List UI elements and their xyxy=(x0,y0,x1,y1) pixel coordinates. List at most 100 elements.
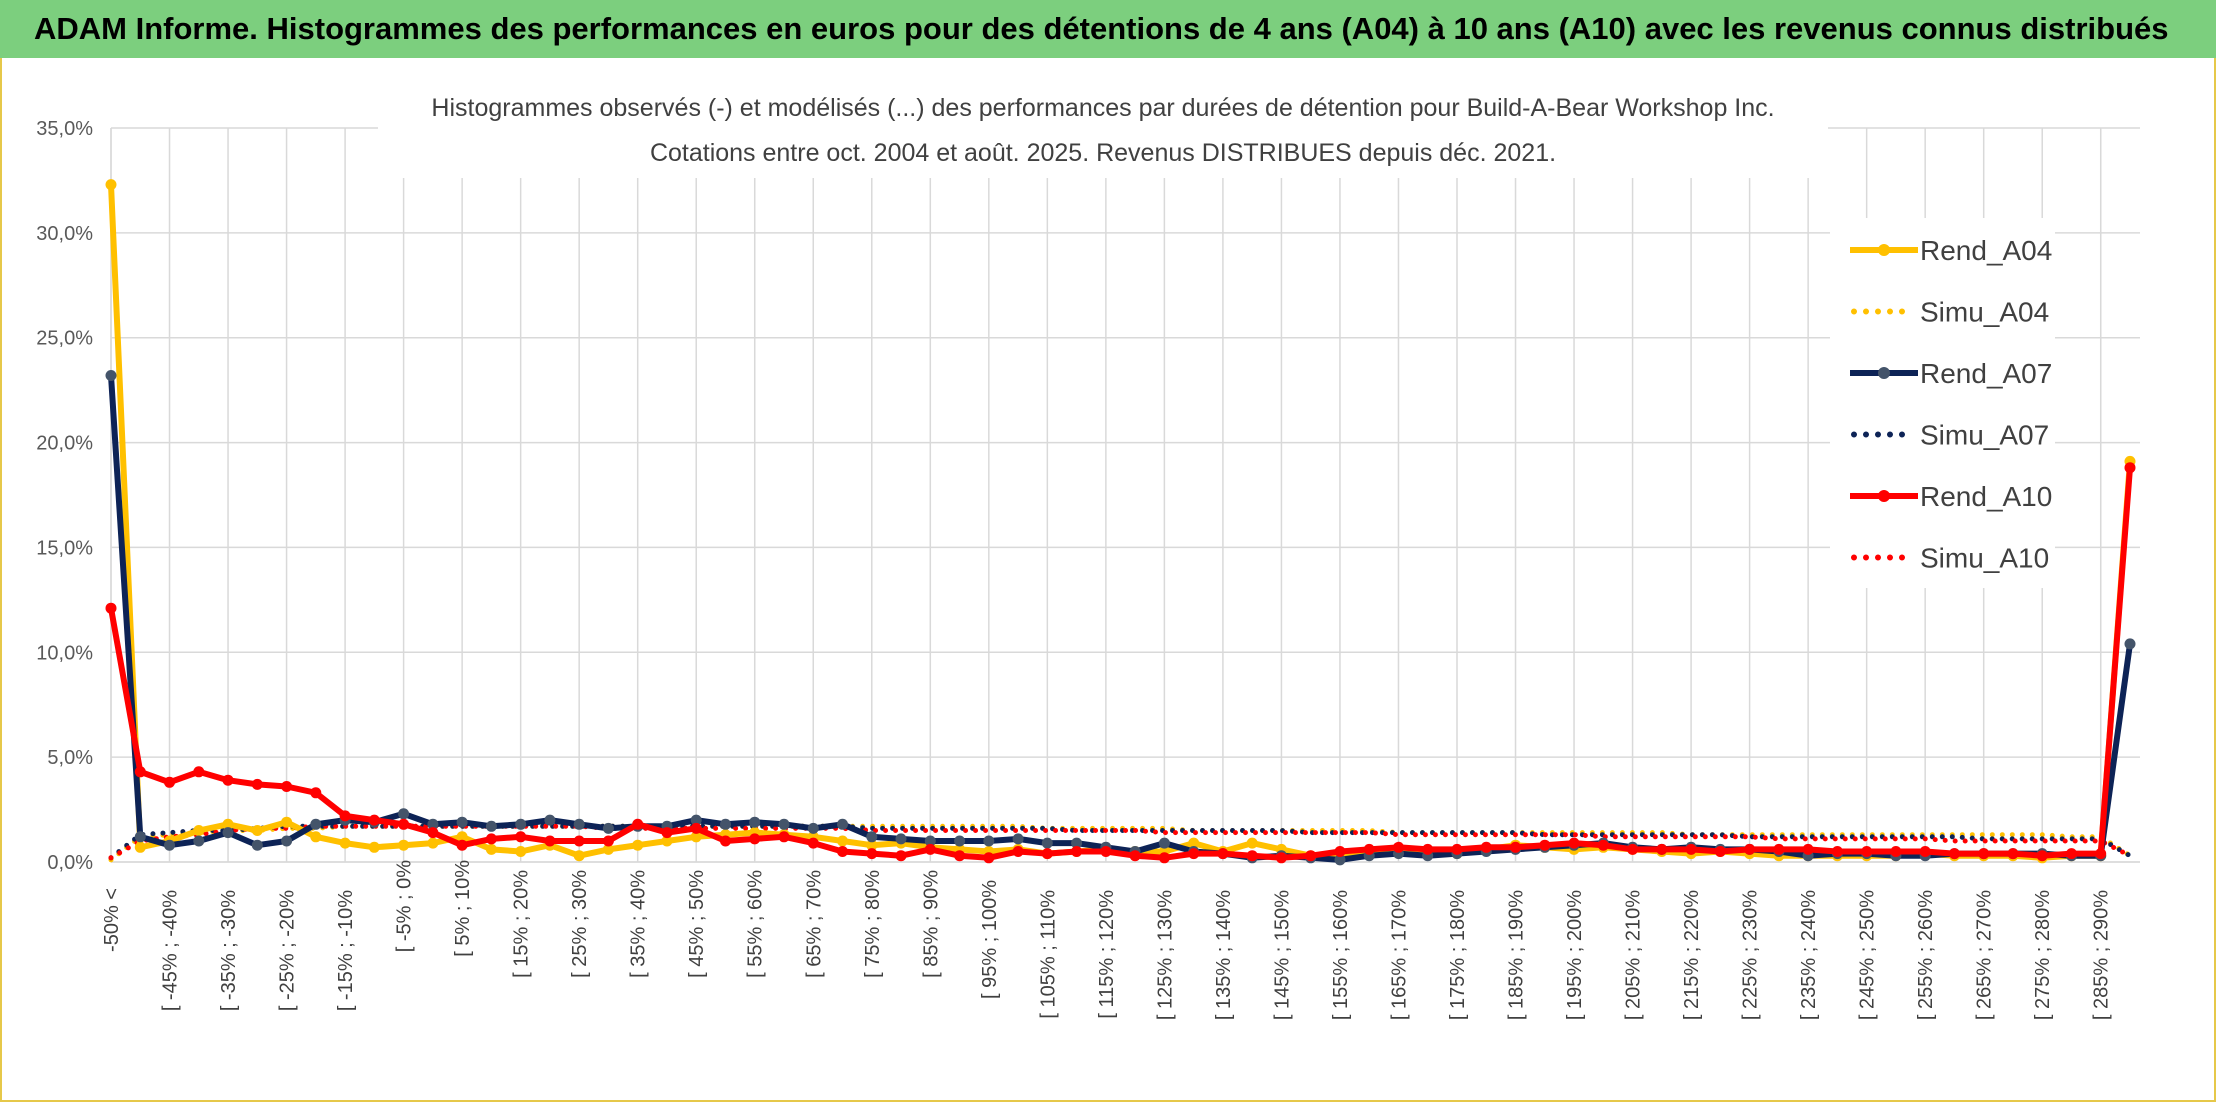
data-point-Rend_A07 xyxy=(807,822,819,834)
data-point-Rend_A10 xyxy=(398,818,410,830)
data-point-Rend_A10 xyxy=(778,831,790,843)
data-point-Rend_A10 xyxy=(1129,850,1141,862)
y-axis-ticks: 0,0% 5,0% 10,0% 15,0% 20,0% 25,0% 30,0% 35,0% xyxy=(36,118,93,874)
data-point-Rend_A10 xyxy=(1656,843,1668,855)
data-point-Rend_A10 xyxy=(1158,852,1170,864)
legend-label: Simu_A10 xyxy=(1920,543,2049,574)
data-point-Rend_A10 xyxy=(1217,848,1229,860)
data-point-Rend_A07 xyxy=(837,818,848,830)
data-point-Rend_A04 xyxy=(602,843,614,855)
data-point-Rend_A10 xyxy=(1890,846,1902,857)
data-point-Rend_A10 xyxy=(544,835,556,847)
report-title: ADAM Informe. Histogrammes des performan… xyxy=(34,11,2169,46)
data-point-Rend_A04 xyxy=(427,837,439,849)
data-point-Rend_A07 xyxy=(456,816,468,828)
data-point-Rend_A10 xyxy=(1919,846,1931,857)
data-point-Rend_A10 xyxy=(1568,837,1580,849)
y-tick-label: 25,0% xyxy=(36,328,93,350)
y-tick-label: 0,0% xyxy=(47,852,93,874)
data-point-Rend_A07 xyxy=(310,818,322,830)
data-point-Rend_A07 xyxy=(485,820,497,832)
data-point-Rend_A07 xyxy=(398,808,410,820)
data-point-Rend_A10 xyxy=(1041,848,1053,860)
data-point-Rend_A07 xyxy=(164,839,175,851)
data-point-Rend_A04 xyxy=(222,818,234,830)
data-point-Rend_A07 xyxy=(281,835,293,847)
data-point-Rend_A10 xyxy=(983,852,995,864)
x-tick-label: [ 25% ; 30% xyxy=(569,870,591,978)
data-point-Rend_A10 xyxy=(1188,848,1200,860)
data-point-Rend_A10 xyxy=(749,833,761,845)
data-point-Rend_A10 xyxy=(1685,843,1697,855)
data-point-Rend_A10 xyxy=(134,766,146,778)
x-tick-label: [ 225% ; 230% xyxy=(1740,890,1762,1020)
data-point-Rend_A10 xyxy=(1363,843,1375,855)
data-point-Rend_A10 xyxy=(485,833,497,845)
data-point-Rend_A10 xyxy=(1539,839,1551,851)
data-point-Rend_A04 xyxy=(485,843,497,855)
data-point-Rend_A07 xyxy=(544,814,556,826)
data-point-Rend_A04 xyxy=(105,179,117,191)
legend-marker xyxy=(1878,367,1890,379)
data-point-Rend_A10 xyxy=(1071,846,1083,857)
data-point-Rend_A07 xyxy=(1041,837,1053,849)
x-tick-label: -50% < xyxy=(101,888,123,952)
data-point-Rend_A10 xyxy=(281,781,293,792)
report-title-banner: ADAM Informe. Histogrammes des performan… xyxy=(0,0,2216,58)
chart-title: Histogrammes observés (-) et modélisés (… xyxy=(431,94,1774,122)
data-point-Rend_A07 xyxy=(222,827,234,839)
legend-marker xyxy=(1878,490,1890,502)
data-point-Rend_A04 xyxy=(690,831,702,843)
legend-label: Simu_A04 xyxy=(1920,297,2049,328)
legend-label: Rend_A07 xyxy=(1920,358,2052,389)
data-point-Rend_A04 xyxy=(1188,837,1200,849)
data-point-Rend_A10 xyxy=(632,818,644,830)
data-point-Rend_A07 xyxy=(895,833,907,845)
data-point-Rend_A10 xyxy=(1802,843,1814,855)
data-point-Rend_A10 xyxy=(1861,846,1873,857)
x-tick-label: [ 65% ; 70% xyxy=(803,870,825,978)
x-tick-label: [ 5% ; 10% xyxy=(452,860,474,957)
data-point-Rend_A10 xyxy=(105,602,117,614)
data-point-Rend_A10 xyxy=(222,774,234,786)
data-point-Rend_A10 xyxy=(720,835,731,847)
data-point-Rend_A10 xyxy=(456,839,468,851)
data-point-Rend_A10 xyxy=(1393,841,1404,853)
x-tick-label: [ -15% ; -10% xyxy=(335,890,357,1011)
data-point-Rend_A10 xyxy=(1305,850,1317,862)
data-point-Rend_A10 xyxy=(2007,848,2019,860)
data-point-Rend_A10 xyxy=(602,835,614,847)
y-tick-label: 5,0% xyxy=(47,747,93,769)
series-line-Simu_A10 xyxy=(108,823,2133,861)
data-point-Rend_A04 xyxy=(398,839,410,851)
data-point-Rend_A10 xyxy=(807,837,819,849)
data-point-Rend_A07 xyxy=(924,835,936,847)
data-point-Rend_A10 xyxy=(1714,846,1726,857)
data-point-Rend_A04 xyxy=(866,839,878,851)
data-point-Rend_A07 xyxy=(1158,837,1170,849)
legend-label: Rend_A10 xyxy=(1920,481,2052,512)
data-point-Rend_A04 xyxy=(573,850,585,862)
x-axis-ticks: -50% < [ -45% ; -40% [ -35% ; -30% [ -25% ;… xyxy=(101,860,2113,1020)
x-tick-label: [ 135% ; 140% xyxy=(1213,890,1235,1020)
title-background xyxy=(378,86,1828,178)
data-point-Rend_A07 xyxy=(602,822,614,834)
data-point-Rend_A10 xyxy=(895,850,907,862)
data-point-Rend_A04 xyxy=(515,846,527,857)
series-line-Rend_A07 xyxy=(108,375,2133,863)
data-point-Rend_A10 xyxy=(2124,462,2136,474)
data-point-Rend_A10 xyxy=(427,827,439,839)
data-point-Rend_A10 xyxy=(866,848,878,860)
data-point-Rend_A04 xyxy=(251,825,263,836)
data-point-Rend_A10 xyxy=(1627,843,1639,855)
data-point-Rend_A07 xyxy=(427,818,439,830)
data-point-Rend_A10 xyxy=(1246,850,1258,862)
data-point-Rend_A10 xyxy=(837,846,848,857)
data-point-Rend_A07 xyxy=(1071,837,1083,849)
x-tick-label: [ 85% ; 90% xyxy=(920,870,942,978)
data-point-Rend_A10 xyxy=(193,766,205,778)
series-lines xyxy=(105,179,2136,866)
data-point-Rend_A10 xyxy=(573,835,585,847)
x-tick-label: [ 55% ; 60% xyxy=(745,870,767,978)
